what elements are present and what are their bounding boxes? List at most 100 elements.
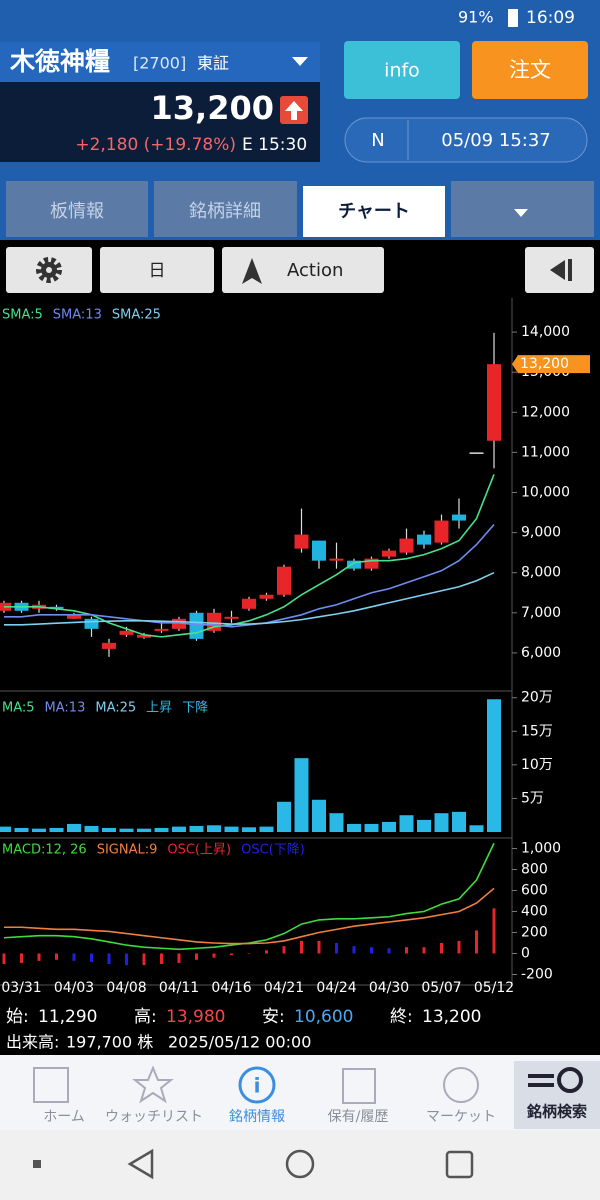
- up-arrow: [285, 101, 303, 120]
- low-label: 安:: [262, 1007, 285, 1027]
- volume-bar: [49, 827, 64, 832]
- y-tick-label: 9,000: [521, 525, 561, 541]
- x-tick-label: 04/11: [159, 980, 199, 996]
- order-button[interactable]: [472, 41, 588, 99]
- candle-body: [329, 558, 344, 561]
- candle-body: [434, 520, 449, 543]
- candle-body: [382, 550, 396, 557]
- osc-bar: [20, 953, 23, 963]
- osc-bar: [55, 953, 58, 960]
- x-tick-label: 05/12: [474, 980, 514, 996]
- nav-label[interactable]: 保有/履歴: [328, 1109, 389, 1125]
- y-tick-label: 10,000: [521, 484, 570, 500]
- close-label: 終:: [390, 1007, 413, 1027]
- action-label: Action: [287, 260, 343, 281]
- volume-bar: [102, 827, 116, 832]
- nav-label[interactable]: マーケット: [426, 1109, 496, 1125]
- gear-icon: [46, 267, 52, 273]
- tab-active[interactable]: [303, 181, 445, 237]
- legend-entry: SIGNAL:9: [97, 843, 158, 858]
- action-button[interactable]: [222, 247, 384, 293]
- nav-label[interactable]: ウォッチリスト: [105, 1109, 203, 1125]
- volume-bar: [294, 758, 309, 832]
- search-icon: [528, 1074, 554, 1078]
- info-button[interactable]: [344, 41, 460, 99]
- open-label: 始:: [6, 1007, 29, 1027]
- y-tick-label: 600: [521, 883, 548, 899]
- candle-body: [49, 606, 64, 609]
- osc-bar: [195, 953, 198, 960]
- y-tick-label: -200: [521, 967, 553, 983]
- last-price-tag: [512, 355, 590, 374]
- period-button[interactable]: [100, 247, 214, 293]
- candle-body: [364, 558, 379, 569]
- search-button[interactable]: [514, 1061, 600, 1129]
- candle-body: [277, 566, 291, 595]
- line: [4, 887, 495, 945]
- market-icon: [443, 1067, 479, 1103]
- candle-body: [102, 642, 116, 649]
- watch-icon: [132, 1065, 174, 1104]
- nav-label[interactable]: ホーム: [43, 1109, 85, 1125]
- search-icon: [557, 1067, 583, 1093]
- dropdown[interactable]: [292, 57, 308, 66]
- period-label: 日: [149, 261, 166, 281]
- home-button[interactable]: [285, 1149, 315, 1179]
- candle-body: [399, 538, 414, 553]
- y-tick-label: 20万: [521, 690, 553, 706]
- candle-body: [137, 634, 151, 638]
- line: [4, 571, 495, 626]
- y-tick-label: 200: [521, 925, 548, 941]
- last-price-label: 13,200: [520, 356, 569, 372]
- nav-label[interactable]: 銘柄情報: [229, 1109, 285, 1125]
- volume-bar: [207, 825, 221, 832]
- legend-entry: SMA:25: [112, 308, 161, 323]
- y-tick-label: 11,000: [521, 444, 570, 460]
- volume-bar: [32, 828, 46, 832]
- osc-bar: [300, 940, 303, 954]
- volume-bar: [382, 821, 396, 832]
- osc-bar: [405, 947, 408, 954]
- legend-entry: OSC(下降): [241, 843, 305, 858]
- x-tick-label: 04/08: [106, 980, 146, 996]
- holdings-icon: [342, 1068, 376, 1104]
- volume-bar: [364, 823, 379, 832]
- legend-entry: MACD:12, 26: [2, 843, 87, 858]
- candle-body: [469, 452, 484, 454]
- osc-bar: [370, 947, 373, 954]
- y-tick-label: 14,000: [521, 324, 570, 340]
- legend-entry: MA:25: [95, 701, 136, 716]
- volume-bar: [259, 826, 274, 832]
- x-tick-label: 04/24: [316, 980, 356, 996]
- candle-body: [487, 364, 501, 441]
- osc-bar: [107, 953, 111, 964]
- y-tick-label: 1,000: [521, 841, 561, 857]
- x-tick-label: 04/21: [264, 980, 304, 996]
- line: [4, 524, 495, 628]
- y-tick-label: 8,000: [521, 565, 561, 581]
- osc-bar: [387, 948, 391, 954]
- back-button[interactable]: [127, 1148, 154, 1180]
- recents-button[interactable]: [445, 1150, 474, 1179]
- x-tick-label: 03/31: [1, 980, 41, 996]
- line: [4, 474, 495, 638]
- osc-bar: [72, 953, 76, 961]
- y-tick-label: 15万: [521, 723, 553, 739]
- x-tick-label: 04/30: [369, 980, 409, 996]
- tab[interactable]: [6, 181, 148, 237]
- candle-body: [67, 614, 81, 619]
- system-dot: [33, 1160, 41, 1168]
- legend-entry: MA:13: [45, 701, 86, 716]
- session-pill[interactable]: [344, 117, 588, 163]
- osc-bar: [317, 940, 321, 954]
- candle-body: [347, 560, 361, 569]
- tab-indicator: [303, 181, 445, 186]
- high-value: 13,980: [166, 1007, 225, 1027]
- y-tick-label: 400: [521, 904, 548, 920]
- session-mode: N: [371, 130, 384, 151]
- nav-label[interactable]: 銘柄検索: [527, 1103, 587, 1121]
- osc-bar: [247, 952, 251, 954]
- tab[interactable]: [154, 181, 297, 237]
- volume-bar: [154, 827, 169, 832]
- volume-bar: [119, 828, 134, 832]
